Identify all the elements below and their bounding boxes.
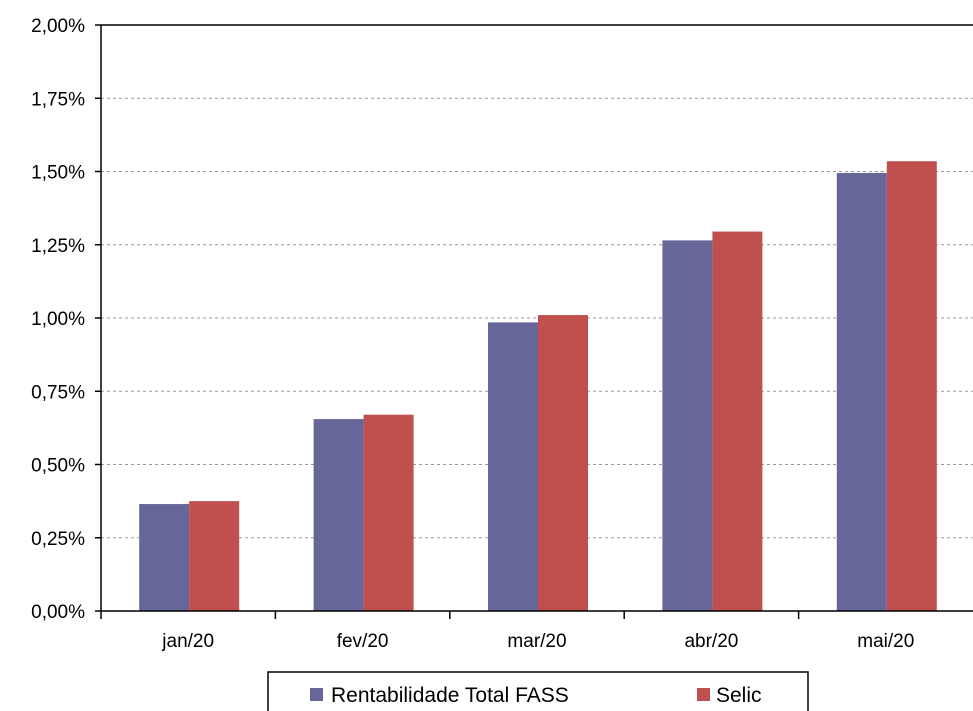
bar-selic [712, 231, 763, 611]
bar-rentabilidade [662, 240, 713, 612]
bar-rentabilidade [313, 419, 364, 611]
x-tick-label: mar/20 [507, 631, 566, 652]
gridlines [101, 97, 973, 539]
y-tick-label: 1,00% [31, 309, 85, 330]
bars [139, 161, 937, 612]
bar-rentabilidade [139, 504, 190, 611]
legend-swatch-selic [697, 688, 710, 701]
bar-selic [189, 501, 240, 611]
bar-selic [886, 161, 937, 611]
bar-selic [538, 315, 588, 611]
legend-swatch-rentabilidade [310, 688, 323, 701]
bar-selic [363, 414, 414, 611]
bar-rentabilidade [488, 322, 538, 611]
x-tick-label: abr/20 [684, 631, 738, 652]
x-tick-labels: jan/20 fev/20 mar/20 abr/20 mai/20 [100, 611, 914, 652]
legend-label-rentabilidade: Rentabilidade Total FASS [331, 684, 569, 707]
y-tick-label: 0,00% [31, 602, 85, 623]
y-tick-label: 1,50% [31, 163, 85, 184]
y-tick-label: 1,75% [31, 89, 85, 110]
y-tick-label: 2,00% [31, 16, 85, 37]
legend-label-selic: Selic [716, 684, 762, 707]
legend: Rentabilidade Total FASS Selic [267, 671, 809, 711]
y-tick-label: 0,25% [31, 529, 85, 550]
bar-rentabilidade [836, 172, 887, 611]
x-tick-label: fev/20 [337, 631, 389, 652]
y-tick-labels: 0,00% 0,25% 0,50% 0,75% 1,00% 1,25% 1,50% 1,75%… [31, 16, 101, 623]
y-tick-label: 1,25% [31, 236, 85, 257]
y-tick-label: 0,50% [31, 456, 85, 477]
y-tick-label: 0,75% [31, 382, 85, 403]
x-tick-label: jan/20 [161, 631, 214, 652]
x-tick-label: mai/20 [857, 631, 914, 652]
legend-box [267, 671, 809, 711]
